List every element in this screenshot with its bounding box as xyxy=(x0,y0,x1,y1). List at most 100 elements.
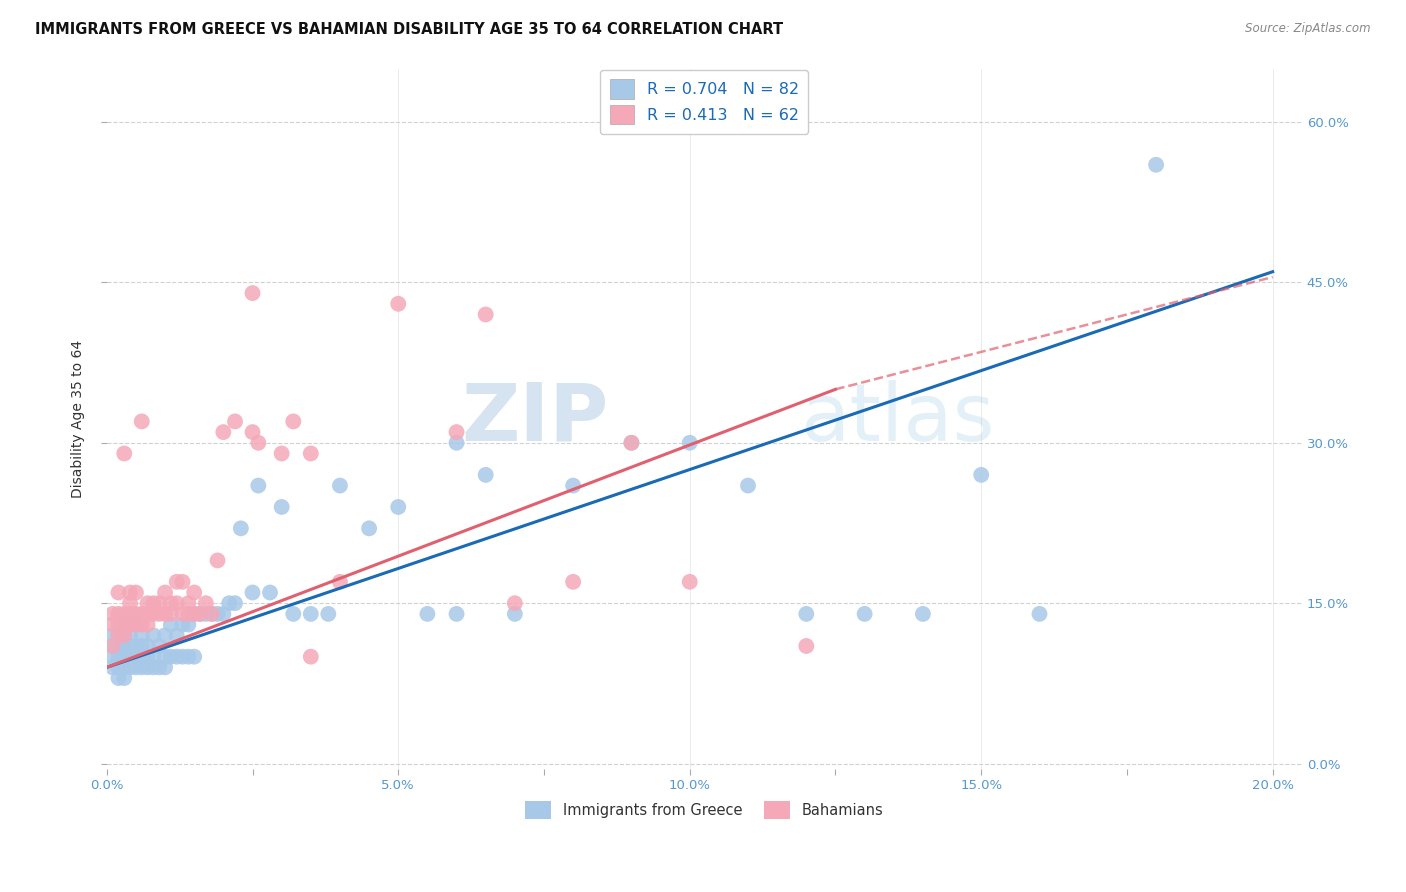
Point xyxy=(107,607,129,621)
Point xyxy=(172,649,194,664)
Point xyxy=(125,607,148,621)
Point xyxy=(153,607,176,621)
Point xyxy=(136,649,159,664)
Point xyxy=(183,585,205,599)
Point xyxy=(194,607,217,621)
Point xyxy=(107,671,129,685)
Point xyxy=(270,446,292,460)
Point xyxy=(242,585,264,599)
Point xyxy=(125,649,148,664)
Point xyxy=(224,596,246,610)
Point xyxy=(446,435,468,450)
Point xyxy=(207,607,229,621)
Point xyxy=(794,607,817,621)
Point xyxy=(737,478,759,492)
Point xyxy=(229,521,252,535)
Point xyxy=(160,596,183,610)
Point xyxy=(120,607,142,621)
Point xyxy=(153,660,176,674)
Point xyxy=(153,649,176,664)
Point xyxy=(107,628,129,642)
Point xyxy=(120,585,142,599)
Point xyxy=(112,617,135,632)
Point xyxy=(107,649,129,664)
Point xyxy=(1028,607,1050,621)
Point xyxy=(283,414,305,428)
Point xyxy=(316,607,339,621)
Point xyxy=(201,607,224,621)
Point xyxy=(160,649,183,664)
Point xyxy=(172,607,194,621)
Point xyxy=(283,607,305,621)
Point xyxy=(620,435,643,450)
Point xyxy=(142,607,165,621)
Point xyxy=(112,628,135,642)
Point xyxy=(207,553,229,567)
Text: ZIP: ZIP xyxy=(461,380,609,458)
Point xyxy=(142,649,165,664)
Point xyxy=(212,607,235,621)
Point xyxy=(153,585,176,599)
Point xyxy=(107,628,129,642)
Point xyxy=(125,639,148,653)
Point xyxy=(120,617,142,632)
Point xyxy=(503,607,526,621)
Point xyxy=(166,649,188,664)
Point xyxy=(136,596,159,610)
Point xyxy=(136,607,159,621)
Point xyxy=(194,596,217,610)
Point xyxy=(120,617,142,632)
Point xyxy=(101,607,124,621)
Point xyxy=(131,649,153,664)
Point xyxy=(183,607,205,621)
Point xyxy=(446,607,468,621)
Y-axis label: Disability Age 35 to 64: Disability Age 35 to 64 xyxy=(72,340,86,498)
Point xyxy=(329,574,352,589)
Point xyxy=(166,628,188,642)
Point xyxy=(142,628,165,642)
Point xyxy=(474,308,496,322)
Point xyxy=(503,596,526,610)
Point xyxy=(136,639,159,653)
Point xyxy=(911,607,934,621)
Point xyxy=(387,500,409,514)
Point xyxy=(329,478,352,492)
Point xyxy=(1144,158,1167,172)
Point xyxy=(224,414,246,428)
Point xyxy=(101,617,124,632)
Point xyxy=(120,596,142,610)
Point xyxy=(101,628,124,642)
Point xyxy=(107,617,129,632)
Point xyxy=(247,478,270,492)
Point xyxy=(148,607,170,621)
Point xyxy=(125,660,148,674)
Point xyxy=(188,607,211,621)
Point xyxy=(112,649,135,664)
Text: IMMIGRANTS FROM GREECE VS BAHAMIAN DISABILITY AGE 35 TO 64 CORRELATION CHART: IMMIGRANTS FROM GREECE VS BAHAMIAN DISAB… xyxy=(35,22,783,37)
Point xyxy=(177,649,200,664)
Text: Source: ZipAtlas.com: Source: ZipAtlas.com xyxy=(1246,22,1371,36)
Point xyxy=(125,585,148,599)
Point xyxy=(120,649,142,664)
Text: atlas: atlas xyxy=(800,380,994,458)
Point xyxy=(166,596,188,610)
Point xyxy=(177,607,200,621)
Point xyxy=(166,574,188,589)
Point xyxy=(120,639,142,653)
Point xyxy=(131,660,153,674)
Legend: Immigrants from Greece, Bahamians: Immigrants from Greece, Bahamians xyxy=(519,796,890,825)
Point xyxy=(183,649,205,664)
Point xyxy=(679,574,702,589)
Point xyxy=(131,617,153,632)
Point xyxy=(970,467,993,482)
Point xyxy=(153,628,176,642)
Point xyxy=(177,596,200,610)
Point xyxy=(218,596,240,610)
Point xyxy=(242,425,264,439)
Point xyxy=(101,660,124,674)
Point xyxy=(212,425,235,439)
Point xyxy=(620,435,643,450)
Point xyxy=(148,660,170,674)
Point xyxy=(416,607,439,621)
Point xyxy=(136,660,159,674)
